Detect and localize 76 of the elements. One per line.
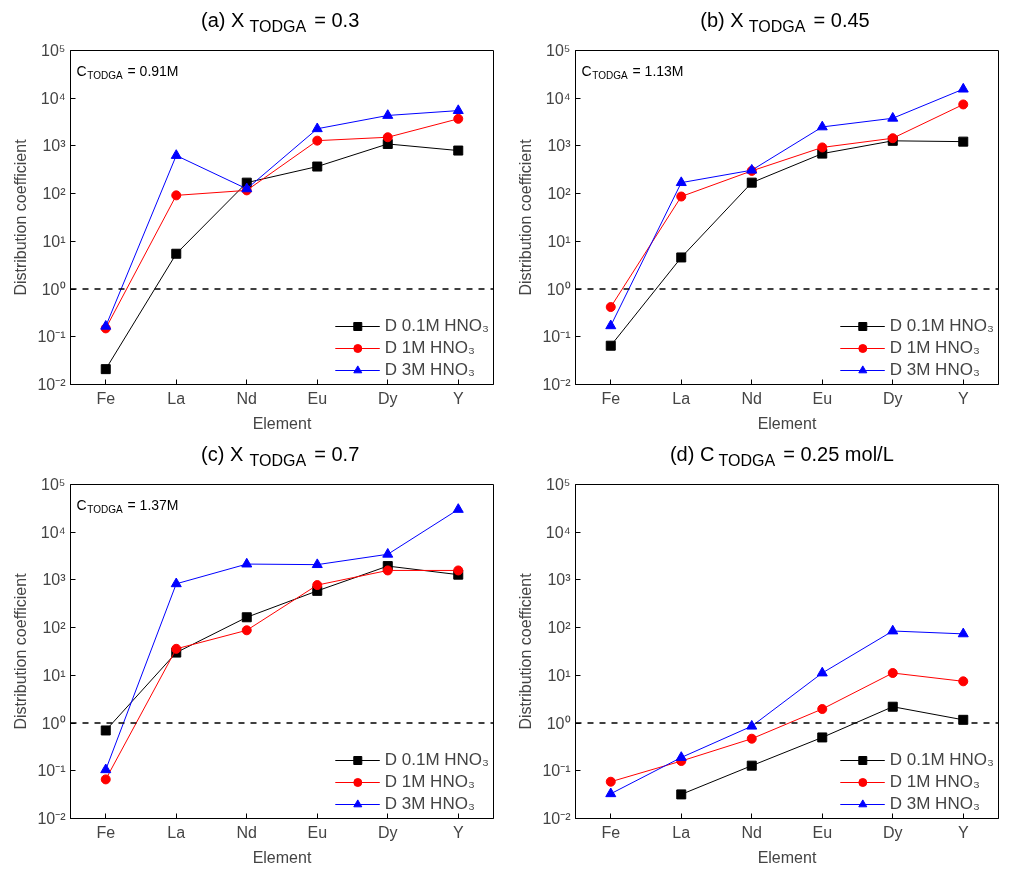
legend-label: D 1M HNO₃	[889, 338, 980, 358]
x-axis-title: Element	[252, 414, 312, 432]
x-tick-label: Y	[957, 823, 969, 841]
x-tick-label: Y	[452, 389, 464, 407]
y-tick-label: 10⁰	[546, 280, 571, 298]
x-tick-label: La	[167, 823, 186, 841]
y-tick-label: 10⁵	[546, 476, 571, 493]
legend-label: D 0.1M HNO₃	[384, 316, 489, 336]
y-tick-label: 10⁻²	[542, 376, 572, 393]
y-tick-label: 10⁰	[41, 280, 66, 298]
y-tick-label: 10⁻²	[37, 376, 67, 393]
x-axis-title: Element	[757, 414, 817, 432]
x-tick-label: Fe	[601, 389, 621, 407]
y-tick-label: 10⁵	[41, 42, 66, 59]
legend-label: D 1M HNO₃	[889, 772, 980, 792]
x-tick-label: Y	[957, 389, 969, 407]
y-axis-title: Distribution coefficient	[517, 572, 535, 730]
y-tick-label: 10⁴	[545, 89, 571, 107]
x-tick-label: Fe	[96, 389, 116, 407]
y-tick-label: 10²	[547, 619, 572, 637]
x-tick-label: La	[672, 389, 691, 407]
legend-label: D 0.1M HNO₃	[889, 750, 994, 770]
y-tick-label: 10⁻¹	[542, 328, 571, 346]
legend-label: D 3M HNO₃	[384, 360, 475, 380]
y-tick-label: 10⁻¹	[37, 328, 66, 346]
legend-label: D 0.1M HNO₃	[889, 316, 994, 336]
y-tick-label: 10¹	[42, 232, 66, 250]
x-tick-label: Dy	[377, 823, 398, 841]
x-axis-title: Element	[757, 848, 817, 866]
y-tick-label: 10⁻²	[37, 810, 67, 827]
y-tick-label: 10⁻¹	[37, 762, 66, 780]
x-tick-label: Nd	[236, 823, 257, 841]
y-axis-title: Distribution coefficient	[12, 138, 30, 296]
x-tick-label: Dy	[377, 389, 398, 407]
x-tick-label: Fe	[96, 823, 116, 841]
y-tick-label: 10⁻¹	[542, 762, 571, 780]
y-tick-label: 10⁵	[41, 476, 66, 493]
y-tick-label: 10³	[42, 137, 67, 155]
x-tick-label: Eu	[812, 389, 833, 407]
y-tick-label: 10⁰	[41, 714, 66, 732]
x-axis-title: Element	[252, 848, 312, 866]
x-tick-label: Fe	[601, 823, 621, 841]
y-tick-label: 10³	[547, 137, 572, 155]
x-tick-label: Nd	[236, 389, 257, 407]
legend-label: D 3M HNO₃	[384, 794, 475, 814]
x-tick-label: Dy	[882, 823, 903, 841]
x-tick-label: Nd	[741, 389, 762, 407]
legend-label: D 1M HNO₃	[384, 338, 475, 358]
legend-label: D 3M HNO₃	[889, 794, 980, 814]
x-tick-label: Dy	[882, 389, 903, 407]
y-tick-label: 10⁴	[40, 89, 66, 107]
y-tick-label: 10²	[547, 185, 572, 203]
legend-label: D 0.1M HNO₃	[384, 750, 489, 770]
x-tick-label: Y	[452, 823, 464, 841]
x-tick-label: Eu	[812, 823, 833, 841]
y-tick-label: 10³	[547, 571, 572, 589]
y-axis-title: Distribution coefficient	[517, 138, 535, 296]
legend-label: D 1M HNO₃	[384, 772, 475, 792]
y-axis-title: Distribution coefficient	[12, 572, 30, 730]
y-tick-label: 10²	[42, 619, 67, 637]
y-tick-label: 10¹	[547, 232, 571, 250]
y-tick-label: 10⁰	[546, 714, 571, 732]
x-tick-label: Nd	[741, 823, 762, 841]
x-tick-label: Eu	[307, 389, 328, 407]
y-tick-label: 10³	[42, 571, 67, 589]
y-tick-label: 10⁵	[546, 42, 571, 59]
y-tick-label: 10¹	[42, 666, 66, 684]
y-tick-label: 10⁻²	[542, 810, 572, 827]
x-tick-label: Eu	[307, 823, 328, 841]
y-tick-label: 10⁴	[545, 523, 571, 541]
legend-label: D 3M HNO₃	[889, 360, 980, 380]
y-tick-label: 10⁴	[40, 523, 66, 541]
y-tick-label: 10¹	[547, 666, 571, 684]
x-tick-label: La	[167, 389, 186, 407]
y-tick-label: 10²	[42, 185, 67, 203]
x-tick-label: La	[672, 823, 691, 841]
